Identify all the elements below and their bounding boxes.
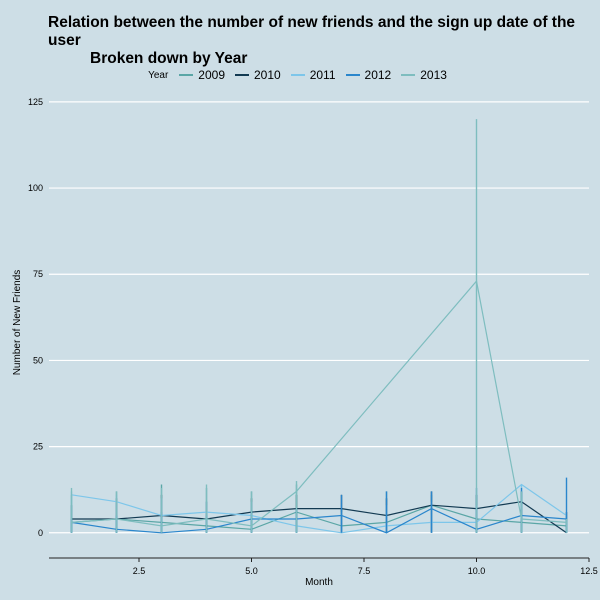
series-line-2012 — [71, 507, 567, 534]
x-tick-label-1: 5.0 — [245, 566, 258, 576]
chart-title-main: Relation between the number of new frien… — [48, 14, 576, 49]
legend-label-2010: 2010 — [254, 68, 281, 82]
legend-swatch-2010 — [235, 74, 249, 76]
legend-label-2013: 2013 — [420, 68, 447, 82]
legend-label-2012: 2012 — [364, 68, 392, 82]
chart-legend: Year 2009 2010 2011 2012 2013 — [0, 68, 600, 82]
y-tick-label-25: 25 — [33, 442, 43, 452]
y-tick-label-0: 0 — [38, 528, 43, 538]
x-tick-label-0: 2.5 — [133, 566, 146, 576]
legend-item-2009: 2009 — [179, 68, 225, 82]
x-tick-label-4: 12.5 — [580, 566, 598, 576]
legend-item-2011: 2011 — [290, 68, 336, 82]
y-axis-title: Number of New Friends — [12, 270, 23, 376]
series-line-2010 — [71, 501, 567, 534]
series-line-2013 — [71, 279, 567, 527]
chart-title: Relation between the number of new frien… — [48, 14, 600, 68]
y-tick-label-100: 100 — [28, 183, 43, 193]
x-tick-label-2: 7.5 — [358, 566, 371, 576]
y-tick-label-125: 125 — [28, 97, 43, 107]
legend-label-2011: 2011 — [309, 68, 336, 82]
legend-swatch-2013 — [401, 74, 416, 76]
legend-item-2013: 2013 — [401, 68, 447, 82]
x-axis-title: Month — [305, 577, 333, 588]
legend-item-2010: 2010 — [235, 68, 281, 82]
legend-swatch-2011 — [290, 74, 305, 76]
legend-title: Year — [148, 69, 169, 81]
x-tick-label-3: 10.0 — [468, 566, 486, 576]
legend-item-2012: 2012 — [345, 68, 392, 82]
y-tick-label-75: 75 — [33, 269, 43, 279]
legend-label-2009: 2009 — [198, 68, 225, 82]
legend-swatch-2009 — [179, 74, 194, 76]
chart-subtitle: Broken down by Year — [90, 50, 248, 67]
series-line-2009 — [71, 504, 567, 530]
legend-swatch-2012 — [345, 74, 360, 76]
series-line-2011 — [71, 483, 567, 534]
y-tick-label-50: 50 — [33, 355, 43, 365]
